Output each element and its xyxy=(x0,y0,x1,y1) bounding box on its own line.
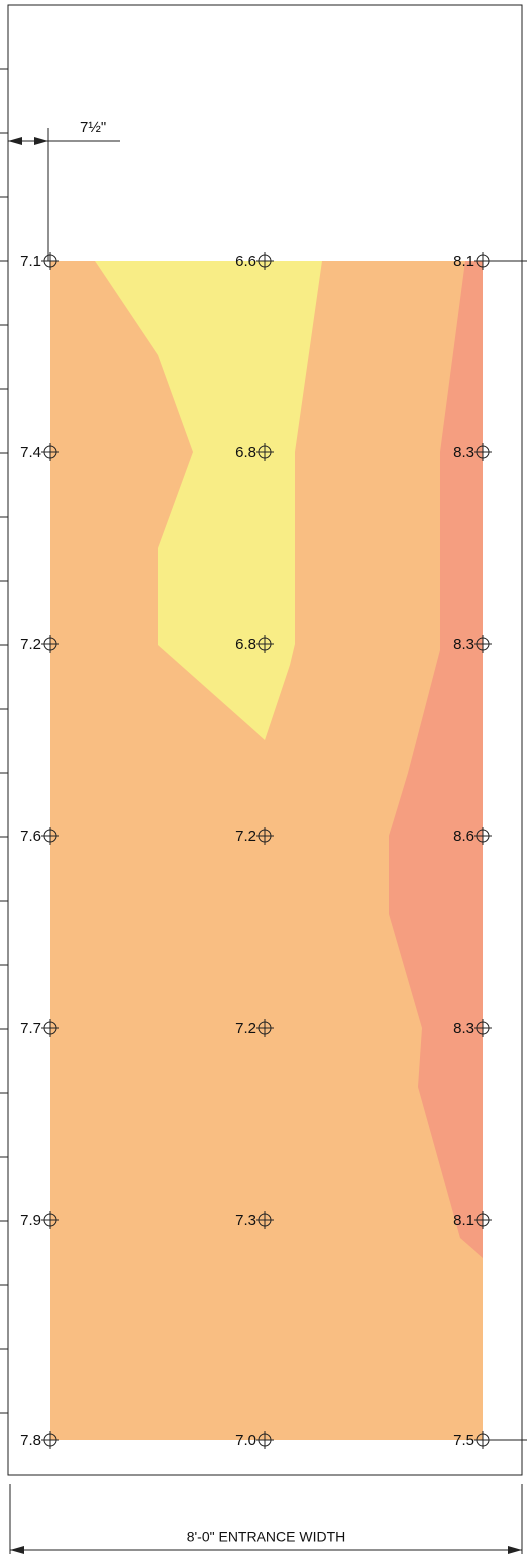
grid-points: 7.1 6.6 8.1 7.4 6.8 8.3 7.2 6.8 8.3 7.6 7.2 8.6 7.7 7… xyxy=(20,252,492,1449)
reading: 7.4 xyxy=(20,444,41,461)
arrow xyxy=(8,137,22,145)
reading: 6.8 xyxy=(235,636,256,653)
zone-high xyxy=(389,261,483,1258)
reading: 7.2 xyxy=(20,636,41,653)
reading: 8.3 xyxy=(453,444,474,461)
reading: 8.1 xyxy=(453,1212,474,1229)
arrow xyxy=(10,1546,24,1554)
reading: 6.6 xyxy=(235,253,256,270)
reading: 7.6 xyxy=(20,828,41,845)
edge-ticks xyxy=(0,68,8,1414)
zone-low xyxy=(95,261,322,740)
reading: 7.9 xyxy=(20,1212,41,1229)
reading: 8.6 xyxy=(453,828,474,845)
reading: 8.3 xyxy=(453,1020,474,1037)
reading: 7.0 xyxy=(235,1432,256,1449)
reading: 8.3 xyxy=(453,636,474,653)
reading: 7.1 xyxy=(20,253,41,270)
reading: 7.8 xyxy=(20,1432,41,1449)
reading: 7.5 xyxy=(453,1432,474,1449)
reading: 7.2 xyxy=(235,1020,256,1037)
reading: 7.3 xyxy=(235,1212,256,1229)
dim-label: 8'-0" ENTRANCE WIDTH xyxy=(187,1529,346,1545)
reading: 8.1 xyxy=(453,253,474,270)
reading: 7.2 xyxy=(235,828,256,845)
reading: 7.7 xyxy=(20,1020,41,1037)
arrow xyxy=(508,1546,522,1554)
reading: 6.8 xyxy=(235,444,256,461)
arrow xyxy=(34,137,48,145)
dim-label: 7½" xyxy=(80,119,106,136)
